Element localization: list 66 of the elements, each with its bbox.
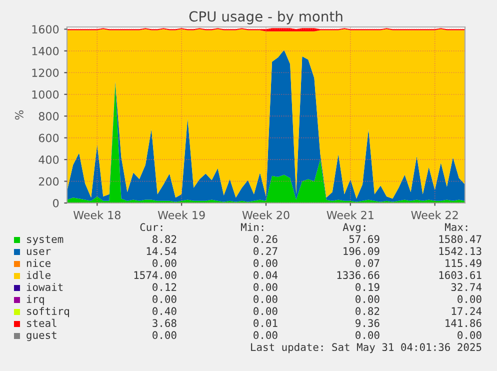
text: 0.00 [356,295,380,304]
text: 0.82 [356,307,380,316]
y-axis-title: % [14,110,24,120]
y-tick-label: 0 [53,198,59,208]
legend-label: iowait [26,282,63,292]
text: 115.49 [446,259,482,268]
legend-label: irq [26,294,44,306]
y-tick-label: 1000 [32,90,59,99]
text: 0.00 [254,283,278,292]
text: 9.36 [356,319,380,328]
text: 0.00 [152,331,176,340]
text: 0.00 [254,259,278,268]
y-tick-label: 1200 [32,68,59,78]
legend-label: idle [26,270,50,280]
text: 0.00 [254,331,278,340]
text: 14.54 [146,247,177,256]
x-tick-label: Week 19 [158,210,205,220]
x-tick-label: Week 21 [326,210,374,220]
text: 0.26 [254,235,278,244]
legend-label: nice [26,258,50,268]
text: 0.00 [458,295,482,304]
legend-label: user [26,249,51,256]
legend-label: system [27,236,64,246]
text: 0.01 [254,319,278,328]
text: 1580.47 [439,235,482,244]
text: 0.00 [152,295,176,304]
text: 0.12 [152,283,176,292]
y-tick-label: 600 [38,134,59,142]
text: Max: [445,223,468,232]
text: 32.74 [451,283,482,292]
text: 196.09 [344,247,380,256]
text: 141.86 [446,319,482,328]
text: 1542.13 [439,247,482,256]
y-tick-label: 800 [38,112,59,120]
text: 1336.66 [337,271,380,280]
text: Avg: [342,223,366,234]
legend-label: softirq [27,306,69,318]
text: 57.69 [349,235,380,244]
chart-title: CPU usage - by month [189,10,342,24]
legend-label: steal [27,318,56,328]
y-tick-label: 1400 [32,46,59,56]
text: 8.82 [152,235,176,244]
text: 0.04 [254,271,278,280]
text: 3.68 [152,319,176,328]
text: Last update: Sat May 31 04:01:36 2025 [251,342,482,354]
text: 0.40 [152,307,176,316]
text: 0.19 [356,283,380,292]
legend-label: guest [26,332,56,342]
text: Cur: [140,223,162,232]
text: 1603.61 [439,271,482,280]
text: 0.00 [356,331,380,340]
y-tick-label: 400 [38,156,59,164]
text: 17.24 [452,307,482,315]
text: Min: [241,222,264,231]
text: 0.00 [152,259,176,268]
y-tick-label: 1600 [32,25,59,34]
x-tick-label: Week 20 [242,210,290,220]
y-tick-label: 200 [38,177,59,186]
text: 0.07 [356,259,380,268]
text: 0.27 [254,247,278,256]
x-tick-label: Week 18 [73,210,120,220]
text: 0.00 [458,331,482,340]
text: 0.00 [254,295,278,304]
x-tick-label: Week 22 [411,210,458,220]
text: 0.00 [254,307,278,316]
text: 1574.00 [134,271,176,280]
